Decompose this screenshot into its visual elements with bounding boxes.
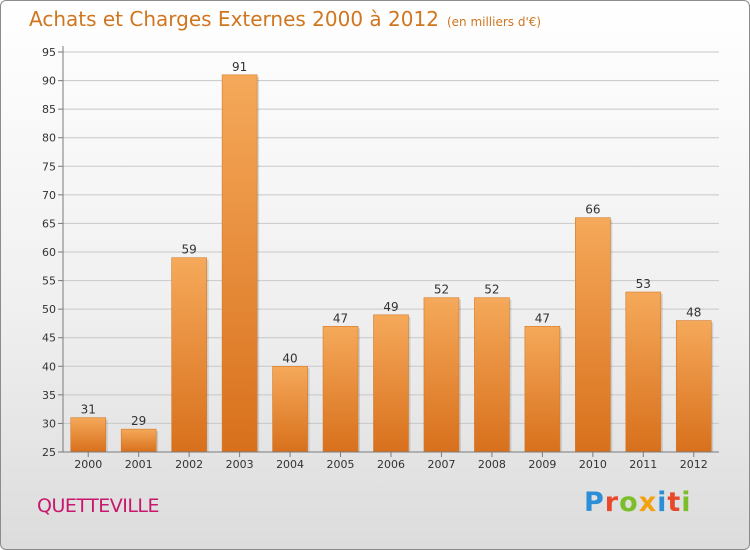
logo-letter: i xyxy=(657,487,668,518)
y-tick-label: 25 xyxy=(42,446,56,459)
axes xyxy=(62,46,719,453)
data-label-2000: 31 xyxy=(81,403,96,417)
x-tick-label-2002: 2002 xyxy=(175,458,203,471)
bar-2001 xyxy=(120,428,157,453)
y-tick-label: 80 xyxy=(42,132,56,145)
data-label-2003: 91 xyxy=(232,60,247,74)
y-tick-label: 40 xyxy=(42,360,56,373)
data-label-2007: 52 xyxy=(434,283,449,297)
data-label-2005: 47 xyxy=(333,311,348,325)
bar-2005 xyxy=(322,325,359,453)
y-tick-label: 65 xyxy=(42,217,56,230)
x-tick-label-2010: 2010 xyxy=(579,458,607,471)
bar-2010 xyxy=(575,217,611,453)
x-tick-label-2007: 2007 xyxy=(427,458,455,471)
data-label-2006: 49 xyxy=(383,300,398,314)
x-tick-label-2004: 2004 xyxy=(276,458,304,471)
bar-2002 xyxy=(171,257,207,453)
data-label-2009: 47 xyxy=(535,311,550,325)
y-tick-label: 55 xyxy=(42,275,56,288)
x-tick-label-2008: 2008 xyxy=(478,458,506,471)
y-tick-label: 35 xyxy=(42,389,56,402)
y-tick-label: 45 xyxy=(42,332,56,345)
y-tick-label: 90 xyxy=(42,75,56,88)
x-tick-label-2005: 2005 xyxy=(327,458,355,471)
data-label-2012: 48 xyxy=(686,306,701,320)
x-tick-label-2003: 2003 xyxy=(226,458,254,471)
data-label-2001: 29 xyxy=(131,414,146,428)
chart-title: Achats et Charges Externes 2000 à 2012 (e… xyxy=(29,7,541,31)
proxiti-logo: Proxiti xyxy=(584,487,692,518)
bar-2007 xyxy=(423,297,460,453)
x-tick-label-2006: 2006 xyxy=(377,458,405,471)
data-labels: 31 29 59 91 40 47 49 52 52 47 66 53 48 xyxy=(81,60,702,428)
y-tick-label: 60 xyxy=(42,246,56,259)
x-tick-label-2011: 2011 xyxy=(629,458,657,471)
data-label-2008: 52 xyxy=(484,283,499,297)
y-tick-label: 50 xyxy=(42,303,56,316)
logo-letter: t xyxy=(667,487,682,518)
logo-letter: o xyxy=(619,487,639,518)
bar-2003 xyxy=(221,74,258,453)
data-label-2011: 53 xyxy=(636,277,651,291)
y-tick-label: 85 xyxy=(42,103,56,116)
logo-letter: i xyxy=(681,487,692,518)
x-tick-label-2000: 2000 xyxy=(74,458,102,471)
bar-2009 xyxy=(524,325,561,453)
logo-letter: P xyxy=(584,487,605,518)
bar-2004 xyxy=(272,365,308,453)
x-axis-ticks: 2000 2001 2002 2003 2004 2005 2006 2007 2008 2009… xyxy=(74,452,708,471)
bar-2011 xyxy=(625,291,662,453)
x-tick-label-2012: 2012 xyxy=(680,458,708,471)
x-tick-label-2001: 2001 xyxy=(125,458,153,471)
data-label-2002: 59 xyxy=(182,243,197,257)
logo-letter: r xyxy=(604,487,620,518)
bar-2008 xyxy=(474,297,510,453)
y-axis-ticks: 25 30 35 40 45 50 55 60 65 70 75 80 85 90 95 xyxy=(42,46,63,459)
y-tick-label: 95 xyxy=(42,46,56,59)
data-label-2004: 40 xyxy=(282,351,297,365)
bar-2006 xyxy=(373,314,409,453)
y-tick-label: 75 xyxy=(42,160,56,173)
x-tick-label-2009: 2009 xyxy=(528,458,556,471)
data-label-2010: 66 xyxy=(585,203,600,217)
bar-2000 xyxy=(70,417,107,453)
chart-unit: (en milliers d'€) xyxy=(446,15,542,29)
y-tick-label: 30 xyxy=(42,417,56,430)
logo-letter: x xyxy=(638,487,658,518)
y-tick-label: 70 xyxy=(42,189,56,202)
chart-title-text: Achats et Charges Externes 2000 à 2012 xyxy=(29,7,439,31)
commune-name: QUETTEVILLE xyxy=(37,495,160,517)
bar-2012 xyxy=(675,320,712,453)
bars xyxy=(70,74,714,453)
